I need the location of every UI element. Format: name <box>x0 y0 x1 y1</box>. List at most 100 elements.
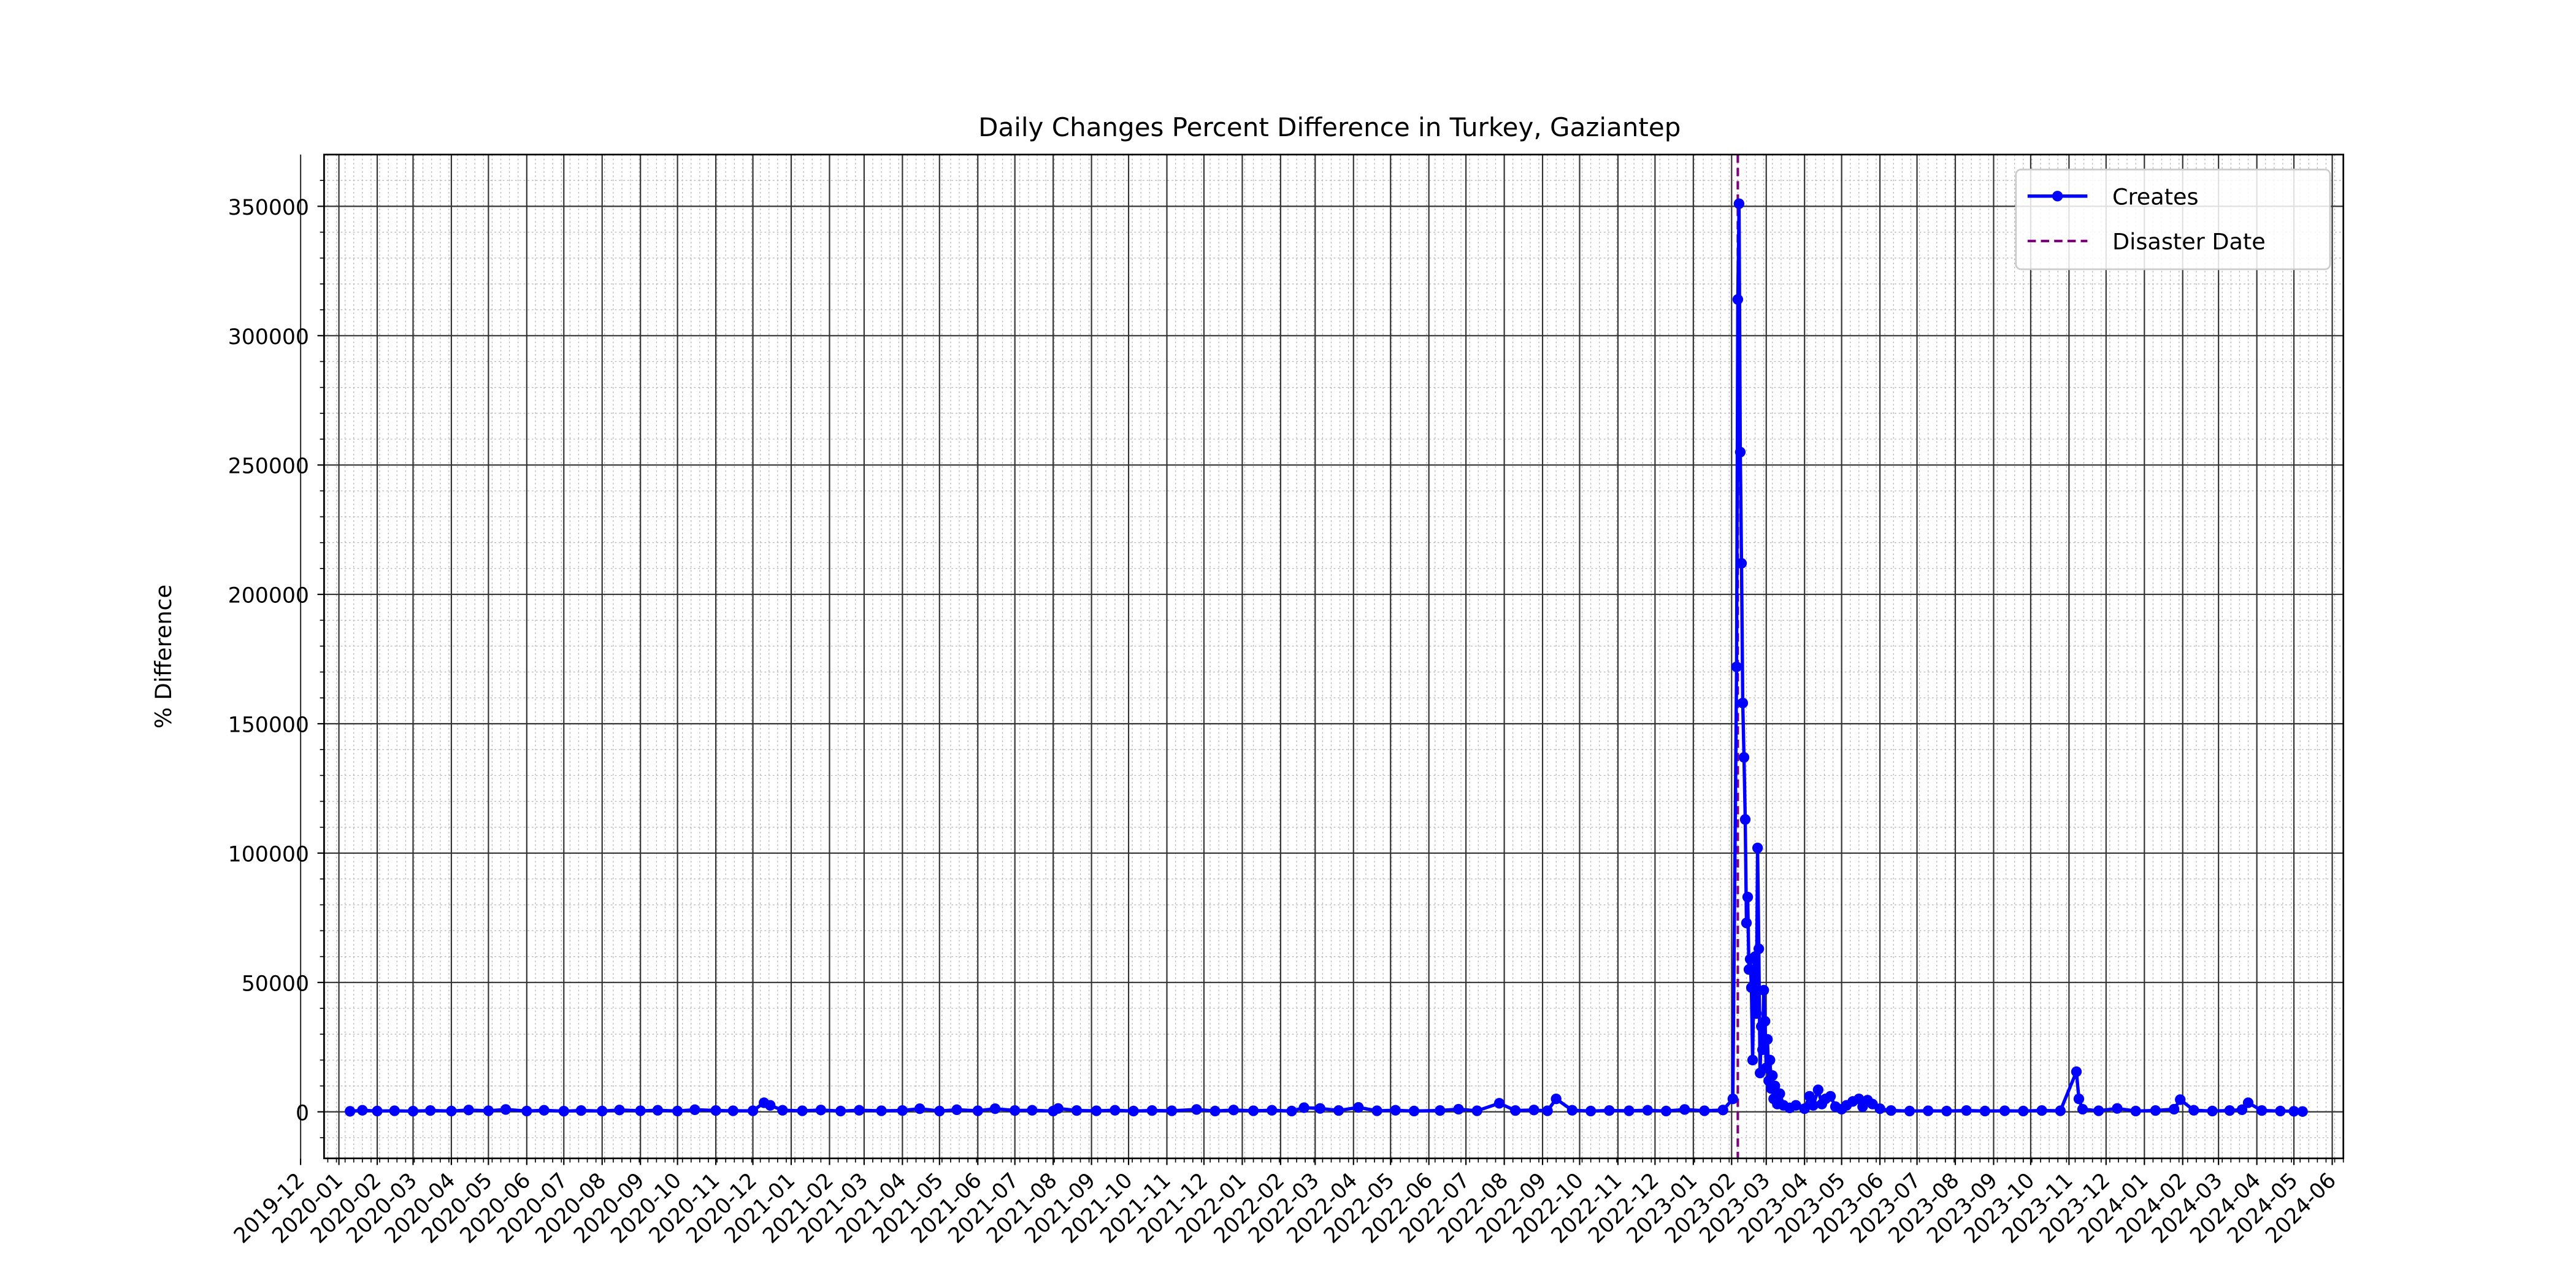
data-point <box>1166 1105 1178 1116</box>
data-point <box>1699 1105 1710 1116</box>
data-point <box>1746 982 1757 993</box>
data-point <box>2071 1066 2082 1078</box>
data-point <box>672 1105 683 1117</box>
data-point <box>575 1105 587 1116</box>
data-point <box>2093 1105 2104 1116</box>
data-point <box>1493 1098 1505 1109</box>
data-point <box>1738 752 1750 763</box>
data-point <box>876 1105 887 1116</box>
data-point <box>1010 1105 1021 1116</box>
data-point <box>727 1105 738 1116</box>
data-point <box>1762 1033 1773 1045</box>
data-point <box>2112 1103 2123 1114</box>
data-point <box>1961 1105 1972 1116</box>
data-point <box>1453 1103 1464 1115</box>
y-tick-label: 50000 <box>242 972 309 996</box>
data-point <box>1904 1105 1915 1117</box>
data-point <box>1191 1104 1202 1115</box>
data-point <box>2168 1103 2180 1115</box>
data-point <box>1742 891 1754 903</box>
data-point <box>835 1105 846 1117</box>
data-point <box>1750 1008 1762 1019</box>
y-tick-label: 250000 <box>228 454 309 479</box>
data-point <box>597 1105 608 1117</box>
data-point <box>1248 1105 1259 1116</box>
data-point <box>2055 1105 2066 1116</box>
series-layer <box>345 198 2308 1117</box>
data-point <box>815 1105 827 1116</box>
data-point <box>2236 1104 2248 1116</box>
major-grid <box>300 155 2344 1159</box>
data-point <box>1874 1103 1885 1114</box>
data-point <box>2207 1105 2218 1117</box>
data-point <box>2073 1093 2085 1105</box>
data-point <box>1941 1105 1952 1117</box>
plot-area <box>323 153 2345 1160</box>
data-point <box>2242 1097 2254 1108</box>
data-point <box>1408 1105 1420 1117</box>
data-point <box>989 1103 1001 1114</box>
data-point <box>1812 1084 1824 1095</box>
data-point <box>1735 447 1746 458</box>
chart-title: Daily Changes Percent Difference in Turk… <box>978 112 1681 142</box>
data-point <box>1737 697 1749 708</box>
data-point <box>747 1105 759 1116</box>
data-point <box>1799 1103 1810 1114</box>
data-point <box>2175 1094 2186 1105</box>
data-point <box>1741 918 1752 929</box>
data-point <box>2297 1106 2308 1117</box>
data-point <box>2188 1105 2199 1116</box>
data-point <box>854 1105 865 1116</box>
data-point <box>1542 1105 1553 1116</box>
data-point <box>1585 1105 1597 1117</box>
data-point <box>500 1104 512 1115</box>
data-point <box>521 1105 532 1117</box>
data-point <box>1353 1102 1364 1113</box>
data-point <box>1733 198 1745 209</box>
data-point <box>558 1106 569 1117</box>
data-point <box>1747 1054 1758 1066</box>
data-point <box>1732 294 1744 305</box>
data-point <box>689 1104 700 1116</box>
data-point <box>1071 1105 1083 1116</box>
data-point <box>1566 1105 1578 1116</box>
data-point <box>2130 1105 2141 1117</box>
data-point <box>1298 1102 1309 1113</box>
data-point <box>1760 1016 1771 1027</box>
data-point <box>1604 1105 1615 1116</box>
data-point <box>1267 1105 1278 1116</box>
data-point <box>652 1105 664 1116</box>
data-point <box>765 1100 776 1111</box>
data-point <box>1752 842 1763 854</box>
data-point <box>345 1106 356 1117</box>
data-point <box>1807 1100 1819 1111</box>
data-point <box>1757 1044 1768 1056</box>
data-point <box>1052 1103 1064 1114</box>
data-point <box>1999 1105 2011 1116</box>
data-point <box>2036 1105 2047 1116</box>
data-point <box>1790 1100 1801 1111</box>
data-point <box>1642 1105 1653 1116</box>
data-point <box>1528 1105 1539 1116</box>
data-point <box>635 1105 646 1116</box>
data-point <box>1717 1105 1728 1116</box>
data-point <box>797 1105 808 1116</box>
data-point <box>1091 1105 1102 1116</box>
data-point <box>1679 1104 1690 1115</box>
y-tick-label: 100000 <box>228 842 309 867</box>
data-point <box>1825 1091 1836 1102</box>
series-line-creates <box>350 202 2303 1114</box>
data-point <box>1753 943 1765 954</box>
data-point <box>1209 1105 1221 1117</box>
y-tick-label: 350000 <box>228 196 309 220</box>
minor-grid <box>324 155 2344 1159</box>
data-point <box>710 1105 721 1116</box>
data-point <box>1804 1091 1815 1102</box>
data-point <box>1128 1105 1139 1117</box>
data-point <box>389 1105 400 1116</box>
data-point <box>1774 1088 1785 1099</box>
legend-frame <box>2015 169 2331 270</box>
data-point <box>951 1104 962 1116</box>
y-axis-tick-labels: 0 50000 100000 150000 200000 250000 300000 3500… <box>228 196 309 1125</box>
